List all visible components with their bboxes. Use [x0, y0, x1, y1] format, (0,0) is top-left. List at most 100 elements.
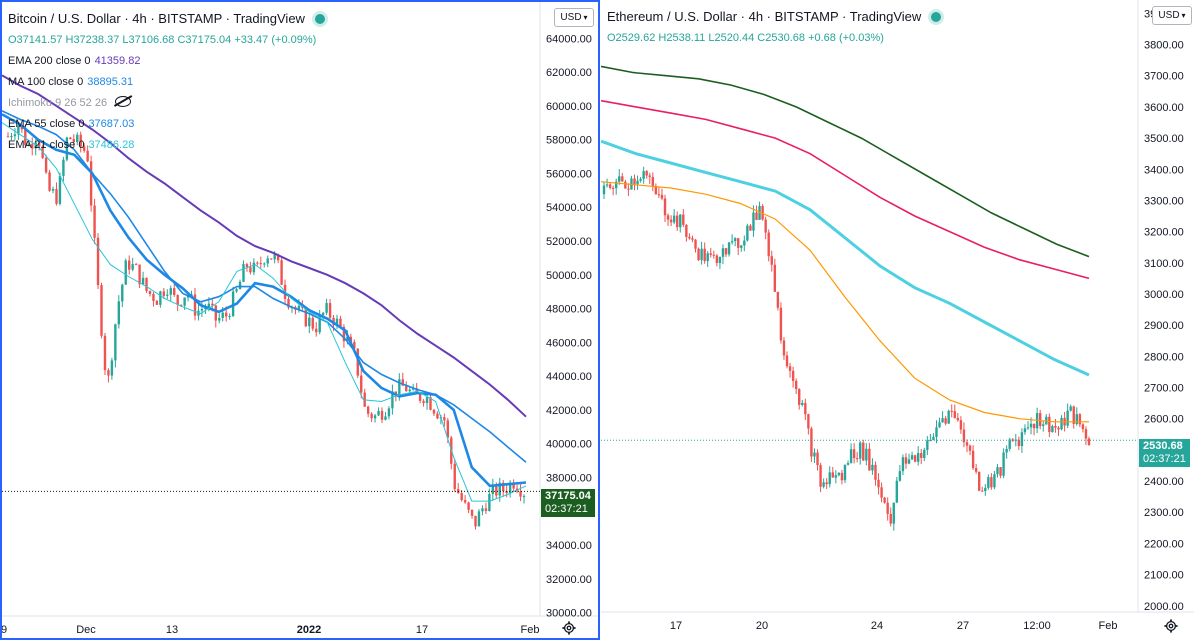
candle-body — [152, 293, 155, 301]
candle-body — [828, 472, 831, 485]
indicator-label: EMA 200 close 0 — [8, 55, 91, 67]
candle-body — [328, 303, 332, 318]
btc-chart-canvas[interactable]: 64000.00 62000.00 60000.00 58000.00 56000.00… — [2, 2, 598, 638]
chevron-down-icon: ▾ — [1181, 11, 1186, 20]
candle-body — [318, 315, 321, 333]
candle-body — [1057, 427, 1060, 430]
price-axis-label: 2400.00 — [1144, 476, 1184, 488]
price-axis-label: 52000.00 — [546, 236, 592, 248]
candle-body — [730, 241, 734, 243]
price-axis-label: 46000.00 — [546, 337, 592, 349]
hidden-eye-icon[interactable] — [115, 96, 132, 107]
candle-body — [69, 137, 72, 140]
price-axis-label: 2000.00 — [1144, 601, 1184, 613]
indicator-ema21[interactable]: EMA 21 close 0 37486.28 — [8, 135, 325, 156]
candle-body — [1060, 417, 1063, 430]
candle-body — [211, 303, 214, 306]
candle-body — [443, 417, 446, 421]
indicator-ma100[interactable]: MA 100 close 0 38895.31 — [8, 72, 325, 93]
candle-body — [128, 260, 131, 270]
candle-body — [1032, 423, 1036, 429]
candle-body — [1048, 416, 1051, 433]
indicator-ema200[interactable]: EMA 200 close 0 41359.82 — [8, 51, 325, 72]
candle-body — [660, 194, 664, 199]
candle-body — [1081, 424, 1085, 430]
btc-currency-select[interactable]: USD ▾ — [554, 8, 594, 27]
time-axis-label: Dec — [76, 624, 96, 636]
candle-body — [505, 491, 508, 494]
candle-body — [666, 215, 670, 220]
candle-body — [27, 144, 30, 146]
candle-body — [883, 497, 886, 503]
candle-body — [366, 406, 370, 414]
candle-body — [709, 253, 712, 255]
candle-body — [794, 380, 798, 390]
market-open-status-icon — [314, 14, 325, 24]
candle-body — [837, 472, 841, 476]
candle-body — [685, 224, 688, 237]
time-axis-label: 12:00 — [1023, 620, 1051, 632]
candle-body — [700, 248, 703, 261]
candle-body — [981, 490, 984, 492]
candle-body — [72, 139, 75, 143]
time-axis-label: 20 — [756, 620, 768, 632]
candle-body — [633, 178, 636, 185]
candle-body — [929, 440, 932, 442]
candle-body — [62, 159, 65, 176]
candle-body — [252, 262, 256, 273]
eth-chart-pane[interactable]: 3900.003800.003700.003600.003500.003400.… — [601, 0, 1194, 640]
price-axis-label: 3400.00 — [1144, 164, 1184, 176]
indicator-label: MA 100 close 0 — [8, 76, 84, 88]
candle-body — [467, 502, 470, 510]
candle-body — [200, 309, 204, 311]
candle-body — [110, 360, 114, 376]
candle-body — [974, 468, 978, 472]
eth-legend: Ethereum / U.S. Dollar · 4h · BITSTAMP ·… — [607, 6, 942, 49]
eth-chart-canvas[interactable]: 3900.003800.003700.003600.003500.003400.… — [601, 0, 1194, 640]
candle-body — [76, 134, 79, 143]
btc-chart-pane[interactable]: 64000.00 62000.00 60000.00 58000.00 56000.00… — [0, 0, 600, 640]
candle-body — [813, 452, 816, 457]
candle-body — [776, 291, 780, 308]
candle-body — [822, 482, 825, 487]
candle-body — [370, 413, 373, 419]
candle-body — [935, 427, 938, 437]
candle-body — [432, 409, 436, 414]
candle-body — [877, 479, 880, 488]
candle-body — [758, 205, 761, 220]
candle-body — [1072, 406, 1075, 424]
time-axis-label: 27 — [957, 620, 969, 632]
candle-body — [770, 256, 773, 265]
eth-close: C2530.68 — [757, 32, 806, 44]
indicator-label: EMA 55 close 0 — [8, 118, 85, 130]
candle-body — [715, 255, 719, 263]
eth-currency-select[interactable]: USD ▾ — [1152, 6, 1192, 25]
candle-body — [910, 455, 914, 460]
candle-body — [773, 264, 777, 292]
gear-icon[interactable] — [562, 621, 576, 635]
candle-body — [398, 379, 401, 396]
candle-body — [703, 248, 706, 262]
candle-body — [645, 171, 648, 176]
candle-body — [235, 289, 238, 292]
candle-body — [755, 212, 758, 220]
indicator-ichimoku[interactable]: Ichimoku 9 26 52 26 — [8, 93, 325, 114]
candle-body — [743, 240, 746, 246]
btc-countdown: 02:37:21 — [545, 503, 588, 515]
currency-label: USD — [1158, 10, 1180, 21]
candle-body — [688, 236, 691, 239]
price-axis-label: 2100.00 — [1144, 570, 1184, 582]
eth-symbol-title[interactable]: Ethereum / U.S. Dollar · 4h · BITSTAMP ·… — [607, 9, 922, 24]
candle-body — [134, 264, 138, 266]
price-axis-label: 34000.00 — [546, 540, 592, 552]
candle-body — [342, 326, 346, 342]
ma-line — [601, 65, 1090, 258]
eth-low: L2520.44 — [708, 32, 755, 44]
indicator-ema55[interactable]: EMA 55 close 0 37687.03 — [8, 114, 325, 135]
ma-line — [2, 113, 527, 488]
btc-symbol-title[interactable]: Bitcoin / U.S. Dollar · 4h · BITSTAMP · … — [8, 11, 305, 26]
candle-body — [798, 389, 801, 405]
candle-body — [987, 477, 990, 488]
gear-icon[interactable] — [1164, 619, 1178, 633]
candle-body — [114, 324, 117, 361]
